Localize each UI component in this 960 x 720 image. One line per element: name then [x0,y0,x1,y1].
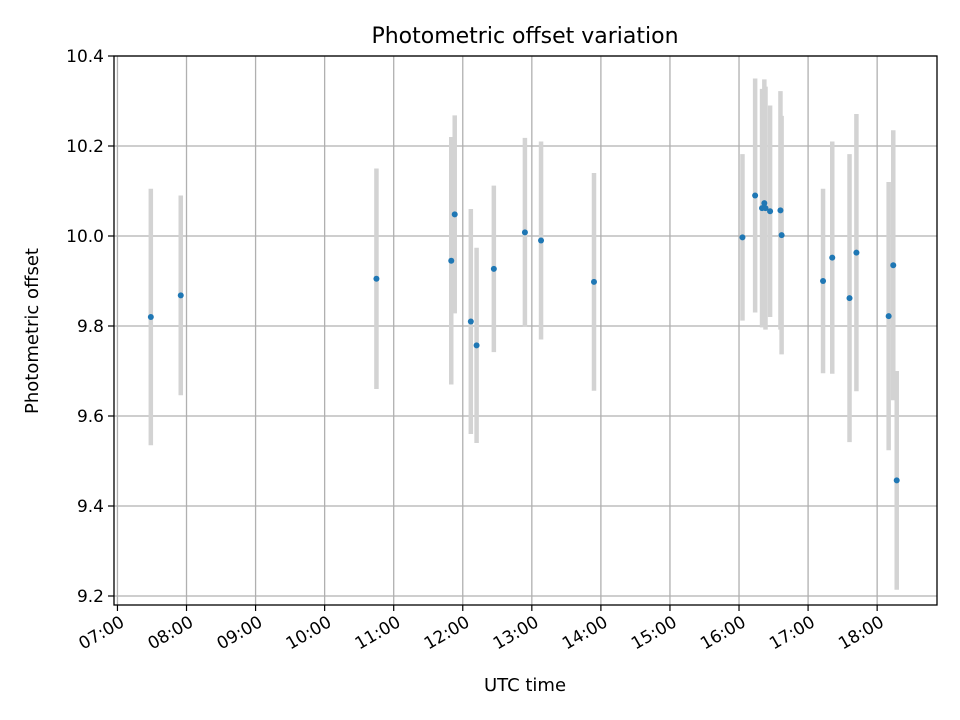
data-point [761,200,768,207]
data-point [490,265,497,272]
data-point [762,205,769,212]
data-points [147,192,900,484]
data-point [451,211,458,218]
y-axis-label: Photometric offset [22,248,43,414]
data-point [752,192,759,199]
y-tick-label: 10.2 [66,137,104,157]
y-tick-label: 10.0 [66,227,104,247]
y-tick-label: 9.6 [77,407,104,427]
plot-frame [113,55,938,606]
data-point [767,208,774,215]
data-point [739,234,746,241]
data-point [538,237,545,244]
data-point [590,278,597,285]
data-point [373,275,380,282]
data-point [890,262,897,269]
data-point [778,232,785,239]
chart-title: Photometric offset variation [371,24,678,49]
x-axis-label: UTC time [484,675,566,696]
data-point [521,229,528,236]
y-tick-label: 9.2 [77,587,104,607]
data-point [846,295,853,302]
data-point [177,292,184,299]
data-point [820,278,827,284]
y-axis-ticks: 9.2 9.4 9.6 9.8 10.0 10.2 10.4 [66,47,114,607]
data-point [473,342,480,349]
y-tick-label: 10.4 [66,47,104,67]
data-point [893,477,900,484]
data-point [448,257,455,264]
data-point [467,318,474,325]
data-point [147,314,154,320]
data-point [853,249,860,256]
data-point [885,313,892,320]
data-point [829,254,836,261]
data-point [777,207,784,214]
y-tick-label: 9.8 [77,317,104,337]
y-tick-label: 9.4 [77,497,104,517]
